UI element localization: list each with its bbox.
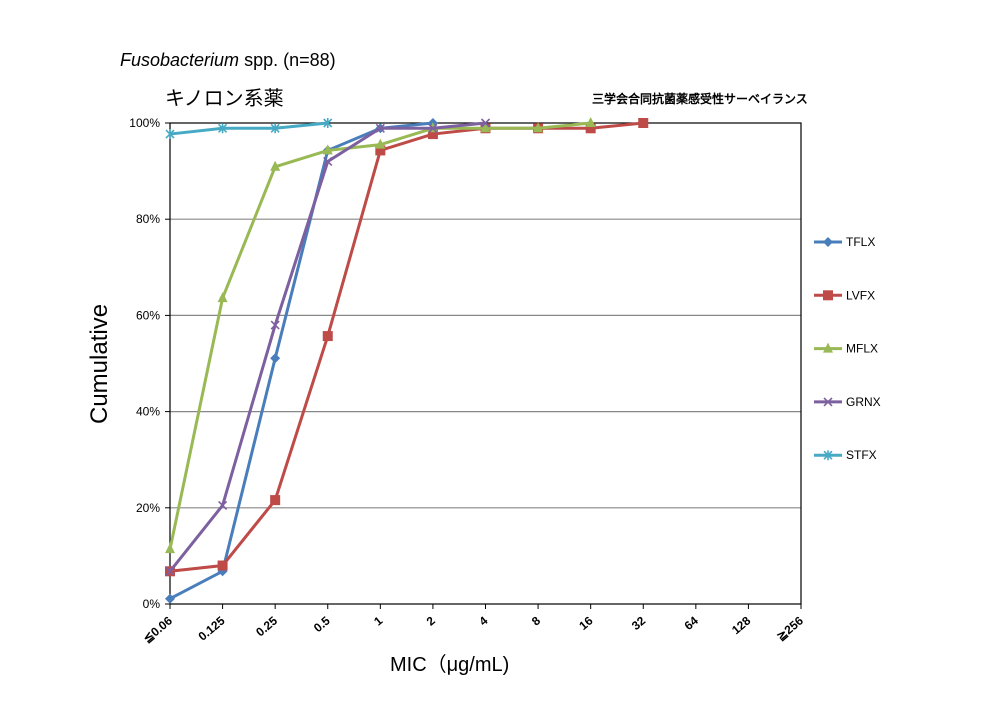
chart-title-genus: Fusobacterium	[120, 50, 240, 70]
legend-label: STFX	[846, 448, 877, 462]
legend-item-lvfx: LVFX	[814, 288, 875, 302]
x-marker	[428, 123, 438, 133]
series-stfx	[165, 118, 333, 140]
legend-item-grnx: GRNX	[814, 395, 881, 409]
triangle-marker	[270, 160, 281, 171]
chart-subtitle: キノロン系薬	[165, 86, 284, 110]
star-marker	[823, 450, 833, 461]
legend-item-mflx: MFLX	[814, 342, 878, 356]
legend-item-stfx: STFX	[814, 448, 877, 462]
series-line	[169, 121, 328, 136]
star-marker	[323, 118, 333, 128]
chart-title-rest: spp. (n=88)	[239, 50, 336, 70]
series-tflx	[165, 118, 438, 604]
star-marker	[165, 129, 175, 140]
x-tick-label: 32	[629, 613, 648, 633]
triangle-marker	[217, 292, 228, 303]
x-marker	[218, 500, 228, 510]
diamond-marker	[165, 593, 175, 604]
y-tick-label: 20%	[136, 501, 160, 515]
square-marker	[217, 560, 228, 571]
chart-source: 三学会合同抗菌薬感受性サーベイランス	[592, 92, 808, 106]
x-tick-label: 0.25	[253, 613, 280, 639]
chart-title: Fusobacterium spp. (n=88)	[120, 50, 336, 71]
x-tick-label: 128	[729, 613, 754, 637]
legend-label: GRNX	[846, 395, 881, 409]
x-marker	[323, 156, 333, 167]
series-line	[169, 121, 644, 573]
legend-label: TFLX	[846, 235, 875, 249]
x-marker	[165, 566, 175, 576]
star-marker	[270, 123, 280, 134]
triangle-marker	[823, 342, 833, 353]
square-marker	[585, 123, 596, 134]
y-tick-label: 40%	[136, 405, 160, 419]
square-marker	[638, 118, 649, 128]
x-tick-label: 2	[424, 613, 438, 628]
square-marker	[375, 145, 386, 156]
y-tick-label: 0%	[143, 597, 161, 611]
series-line	[168, 121, 591, 550]
x-marker	[823, 397, 833, 407]
x-tick-label: 4	[476, 613, 490, 628]
x-tick-label: 1	[371, 613, 385, 628]
x-marker	[270, 320, 280, 330]
x-tick-label: ≧256	[774, 613, 806, 643]
legend-item-tflx: TFLX	[814, 235, 875, 249]
square-marker	[823, 290, 833, 301]
legend-label: MFLX	[846, 342, 878, 356]
x-tick-label: 8	[529, 613, 543, 628]
series-grnx	[165, 118, 491, 576]
triangle-marker	[533, 122, 544, 133]
triangle-marker	[480, 122, 491, 133]
triangle-marker	[165, 543, 175, 554]
square-marker	[427, 129, 438, 140]
x-tick-label: 0.125	[196, 613, 228, 643]
y-tick-label: 60%	[136, 308, 160, 322]
triangle-marker	[322, 144, 333, 155]
x-marker	[480, 118, 491, 128]
x-marker	[375, 123, 385, 133]
triangle-marker	[375, 138, 386, 149]
x-tick-label: 0.5	[311, 613, 333, 635]
y-tick-label: 100%	[129, 116, 160, 130]
x-axis-label: MIC（μg/mL)	[390, 654, 510, 676]
x-tick-label: ≦0.06	[140, 613, 175, 645]
x-tick-label: 64	[682, 613, 701, 633]
triangle-marker	[585, 117, 596, 127]
diamond-marker	[823, 237, 833, 247]
series-mflx	[165, 117, 596, 554]
star-marker	[218, 123, 228, 134]
square-marker	[270, 495, 281, 506]
x-tick-label: 16	[576, 613, 595, 633]
square-marker	[322, 331, 333, 342]
y-tick-label: 80%	[136, 212, 160, 226]
series-line	[168, 121, 486, 573]
legend-label: LVFX	[846, 288, 875, 302]
diamond-marker	[270, 353, 281, 364]
